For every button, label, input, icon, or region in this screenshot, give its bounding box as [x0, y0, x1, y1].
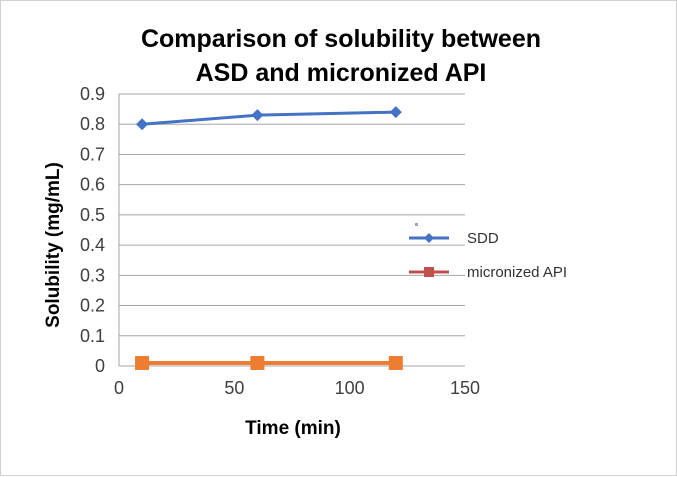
data-point-0	[251, 109, 264, 122]
y-tick-label: 0.9	[80, 84, 105, 104]
legend: SDD micronized API	[409, 223, 567, 281]
x-tick-labels: 0 50 100 150	[114, 378, 480, 398]
x-tick-label: 50	[224, 378, 244, 398]
y-tick-label: 0.6	[80, 175, 105, 195]
y-tick-label: 0	[95, 356, 105, 376]
y-tick-label: 0.7	[80, 144, 105, 164]
data-point-0	[389, 106, 402, 119]
x-tick-label: 0	[114, 378, 124, 398]
axes	[118, 94, 465, 367]
gridlines	[119, 93, 465, 337]
chart-title-line-1: Comparison of solubility between	[141, 25, 541, 53]
data-point-1	[135, 355, 150, 370]
data-series	[135, 106, 403, 370]
series-line-0	[141, 110, 396, 126]
y-tick-label: 0.8	[80, 114, 105, 134]
legend-label-0: SDD	[467, 230, 499, 247]
legend-marker-dot	[415, 223, 418, 226]
y-tick-label: 0.2	[80, 296, 105, 316]
legend-marker-1	[424, 267, 434, 277]
x-axis-title: Time (min)	[245, 418, 341, 439]
x-tick-label: 100	[335, 378, 365, 398]
y-tick-label: 0.4	[80, 235, 105, 255]
y-tick-label: 0.5	[80, 205, 105, 225]
data-point-1	[388, 355, 403, 370]
y-tick-label: 0.3	[80, 265, 105, 285]
data-point-0	[136, 118, 149, 131]
y-tick-label: 0.1	[80, 326, 105, 346]
legend-marker-0	[424, 233, 434, 243]
y-axis-title: Solubility (mg/mL)	[43, 162, 64, 328]
legend-label-1: micronized API	[467, 264, 567, 281]
chart-title-line-2: ASD and micronized API	[196, 59, 487, 87]
y-tick-labels: 0 0.1 0.2 0.3 0.4 0.5 0.6 0.7 0.8 0.9	[80, 84, 105, 376]
data-point-1	[250, 355, 265, 370]
x-tick-label: 150	[450, 378, 480, 398]
